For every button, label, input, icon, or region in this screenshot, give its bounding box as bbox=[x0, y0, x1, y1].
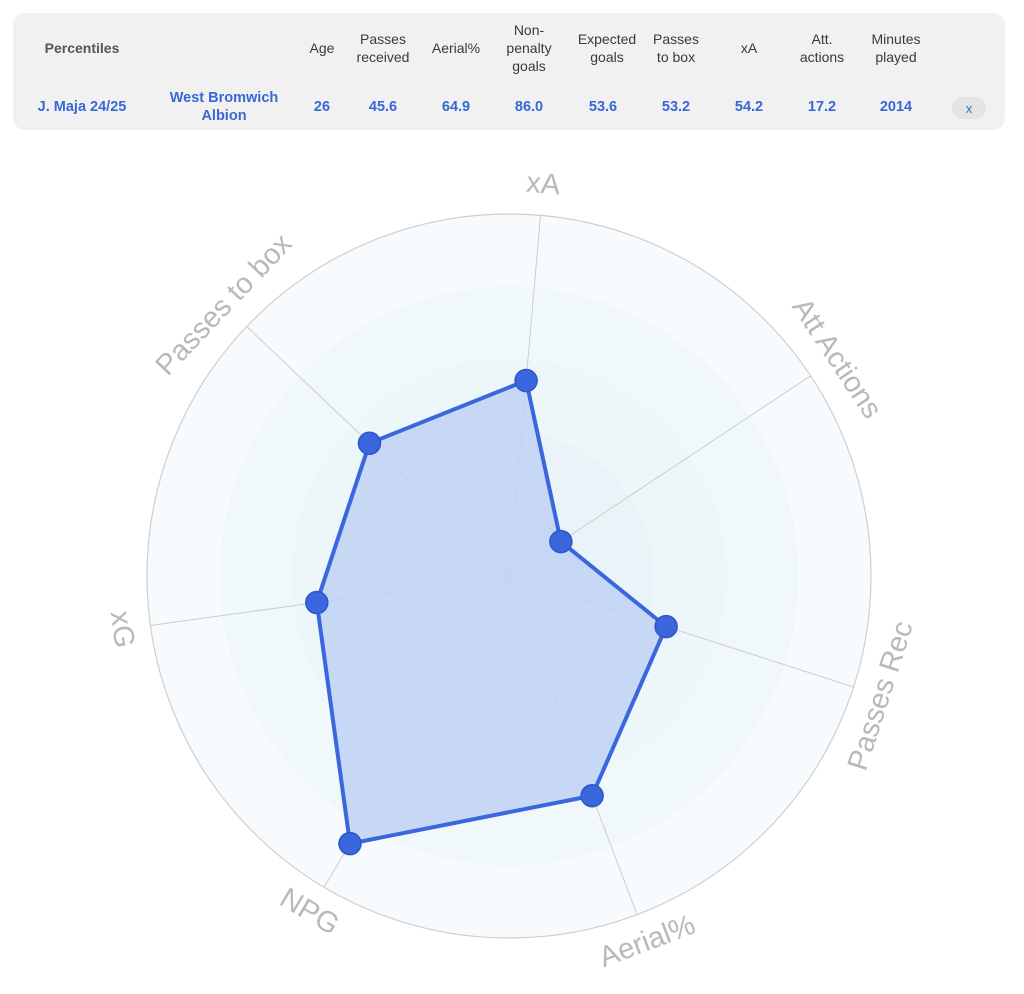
header-minutes-played: Minutes played bbox=[871, 31, 921, 65]
header-non-penalty-goals: Non- penalty goals bbox=[506, 22, 552, 74]
header-att-actions: Att. actions bbox=[799, 31, 845, 65]
radar-point-passes-rec bbox=[654, 614, 678, 639]
value-att-actions: 17.2 bbox=[807, 99, 837, 115]
radar-point-xa bbox=[514, 368, 538, 393]
header-passes-received: Passes received bbox=[356, 31, 410, 65]
header-xa: xA bbox=[740, 40, 758, 56]
team-name: West Bromwich Albion bbox=[169, 90, 279, 124]
radar-data-area bbox=[314, 378, 669, 846]
value-passes-to-box: 53.2 bbox=[661, 99, 691, 115]
header-age: Age bbox=[309, 40, 335, 56]
radar-point-passes-to-box bbox=[357, 431, 382, 456]
radar-point-xg bbox=[305, 590, 329, 615]
header-aerial: Aerial% bbox=[431, 40, 481, 56]
header-expected-goals: Expected goals bbox=[577, 31, 637, 65]
value-expected-goals: 53.6 bbox=[588, 99, 618, 115]
radar-outer-circle bbox=[146, 213, 872, 939]
value-aerial: 64.9 bbox=[441, 99, 471, 115]
value-xa: 54.2 bbox=[734, 99, 764, 115]
close-button[interactable]: x bbox=[952, 97, 986, 119]
radar-point-npg bbox=[338, 831, 362, 856]
radar-point-aerial bbox=[580, 784, 604, 808]
header-passes-to-box: Passes to box bbox=[653, 31, 699, 65]
axis-label-xa: xA bbox=[525, 167, 562, 202]
value-passes-received: 45.6 bbox=[368, 99, 398, 115]
table-title: Percentiles bbox=[44, 40, 120, 56]
axis-label-xg: xG bbox=[104, 609, 141, 650]
percentiles-table: Percentiles Age Passes received Aerial% … bbox=[13, 13, 1005, 130]
player-name: J. Maja 24/25 bbox=[37, 99, 127, 115]
value-minutes-played: 2014 bbox=[879, 99, 913, 115]
value-age: 26 bbox=[313, 99, 331, 115]
value-non-penalty-goals: 86.0 bbox=[514, 99, 544, 115]
radar-point-att-actions bbox=[549, 529, 573, 554]
